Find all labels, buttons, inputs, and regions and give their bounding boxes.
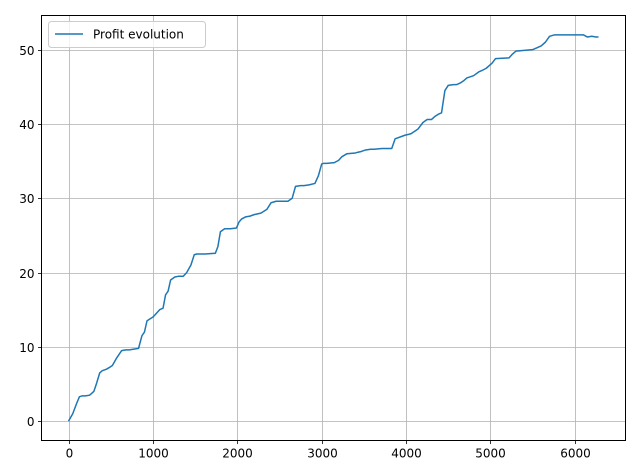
- legend-box: [48, 21, 206, 48]
- y-tick-label: 0: [27, 415, 35, 429]
- series-line-profit-evolution: [67, 34, 599, 422]
- x-tick-label: 1000: [138, 447, 169, 461]
- y-tick-label: 30: [19, 192, 34, 206]
- legend-label-profit-evolution: Profit evolution: [93, 28, 184, 42]
- y-tick-label: 40: [19, 118, 34, 132]
- y-tick-label: 50: [19, 44, 34, 58]
- x-tick-label: 2000: [222, 447, 253, 461]
- x-tick-label: 3000: [307, 447, 338, 461]
- legend: Profit evolution: [48, 21, 206, 48]
- axis-ticks: 0 1000 2000 3000 4000 5000 6000 0 10 20 30 40 50: [19, 44, 591, 461]
- y-tick-label: 10: [19, 341, 34, 355]
- y-tick-label: 20: [19, 267, 34, 281]
- x-tick-label: 5000: [475, 447, 506, 461]
- x-tick-label: 6000: [560, 447, 591, 461]
- plot-frame: [41, 15, 626, 441]
- x-tick-label: 4000: [391, 447, 422, 461]
- x-tick-label: 0: [66, 447, 74, 461]
- series-layer: [67, 34, 599, 422]
